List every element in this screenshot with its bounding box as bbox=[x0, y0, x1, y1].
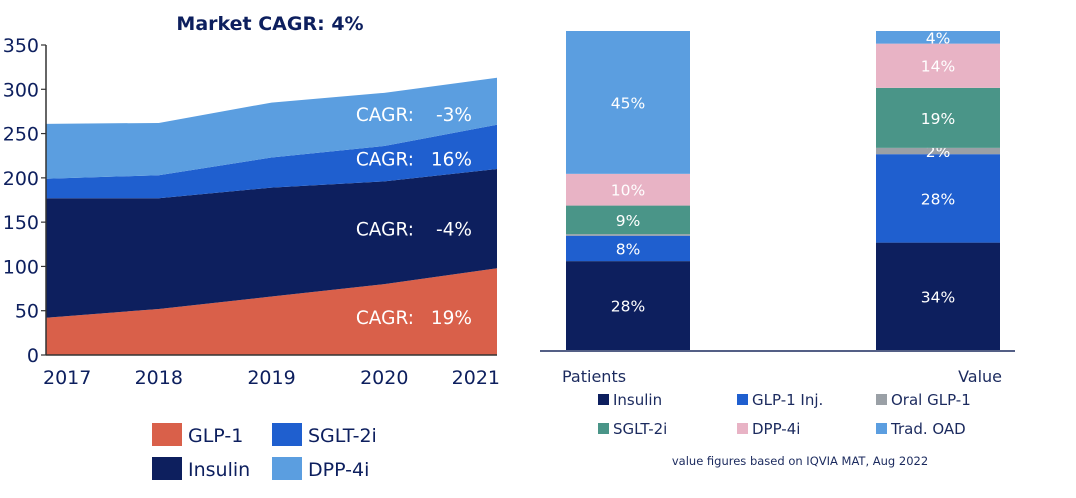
legend-swatch-trad-oad bbox=[876, 423, 887, 434]
bar-value-label: 8% bbox=[616, 240, 641, 258]
bar-value-insulin bbox=[876, 242, 1000, 350]
legend-label-sglt-2i: SGLT-2i bbox=[613, 420, 667, 438]
cagr-label-glp-1: CAGR: bbox=[356, 308, 414, 329]
cagr-value-glp-1: 19% bbox=[431, 308, 472, 329]
legend-swatch-insulin bbox=[152, 457, 182, 480]
y-tick-label: 100 bbox=[3, 256, 39, 278]
bar-value-sglt-2i bbox=[876, 87, 1000, 148]
bar-value-label: 28% bbox=[611, 298, 645, 316]
area-chart-title: Market CAGR: 4% bbox=[176, 13, 363, 35]
cagr-label-sglt-2i: CAGR: bbox=[356, 150, 414, 171]
cagr-label-dpp-4i: CAGR: bbox=[356, 105, 414, 126]
bar-patients-glp-1-inj bbox=[566, 235, 690, 262]
bar-value-dpp-4i bbox=[876, 43, 1000, 88]
y-tick-label: 250 bbox=[3, 124, 39, 146]
stacked-bar-chart: 28%8%9%10%45%34%28%2%19%14%4% Patients Va… bbox=[540, 29, 1015, 468]
legend-swatch-insulin bbox=[598, 394, 609, 405]
bar-value-trad-oad bbox=[876, 31, 1000, 44]
bar-patients-trad-oad bbox=[566, 31, 690, 174]
x-tick-label: 2021 bbox=[452, 367, 500, 389]
bar-value-label: 4% bbox=[926, 29, 951, 47]
legend-swatch-dpp-4i bbox=[272, 457, 302, 480]
legend-swatch-dpp-4i bbox=[737, 423, 748, 434]
y-tick-label: 350 bbox=[3, 35, 39, 57]
legend-swatch-glp-1 bbox=[152, 423, 182, 446]
legend-label-dpp-4i: DPP-4i bbox=[752, 420, 800, 438]
y-tick-label: 300 bbox=[3, 79, 39, 101]
cagr-label-insulin: CAGR: bbox=[356, 220, 414, 241]
cagr-value-sglt-2i: 16% bbox=[431, 150, 472, 171]
cagr-value-dpp-4i: -3% bbox=[436, 105, 472, 126]
legend-swatch-sglt-2i bbox=[598, 423, 609, 434]
legend-swatch-glp-1-inj bbox=[737, 394, 748, 405]
bar-value-label: 45% bbox=[611, 94, 645, 112]
y-tick-label: 50 bbox=[15, 301, 39, 323]
category-label-value: Value bbox=[958, 367, 1002, 386]
bar-value-glp-1-inj bbox=[876, 154, 1000, 243]
legend-label-insulin: Insulin bbox=[188, 459, 250, 481]
area-dpp-4i bbox=[46, 77, 497, 179]
bar-patients-oral-glp-1 bbox=[566, 234, 690, 236]
x-tick-label: 2019 bbox=[247, 367, 295, 389]
x-tick-label: 2020 bbox=[360, 367, 408, 389]
legend-label-trad-oad: Trad. OAD bbox=[890, 420, 966, 438]
legend-swatch-sglt-2i bbox=[272, 423, 302, 446]
bar-value-label: 19% bbox=[921, 110, 955, 128]
area-insulin bbox=[46, 169, 497, 318]
bar-patients-dpp-4i bbox=[566, 173, 690, 206]
category-label-patients: Patients bbox=[562, 367, 626, 386]
area-glp-1 bbox=[46, 268, 497, 355]
bar-value-label: 14% bbox=[921, 58, 955, 76]
x-tick-label: 2018 bbox=[135, 367, 183, 389]
bar-value-label: 10% bbox=[611, 182, 645, 200]
legend-swatch-oral-glp-1 bbox=[876, 394, 887, 405]
bar-value-label: 28% bbox=[921, 190, 955, 208]
bar-patients-sglt-2i bbox=[566, 205, 690, 235]
legend-label-glp-1: GLP-1 bbox=[188, 425, 243, 447]
legend-label-glp-1-inj: GLP-1 Inj. bbox=[752, 391, 823, 409]
footnote: value figures based on IQVIA MAT, Aug 20… bbox=[672, 454, 928, 468]
y-tick-label: 0 bbox=[27, 345, 39, 367]
legend-label-insulin: Insulin bbox=[613, 391, 662, 409]
bar-value-label: 34% bbox=[921, 288, 955, 306]
legend-label-dpp-4i: DPP-4i bbox=[308, 459, 369, 481]
bar-value-label: 9% bbox=[616, 212, 641, 230]
bar-patients-insulin bbox=[566, 261, 690, 350]
legend-label-sglt-2i: SGLT-2i bbox=[308, 425, 377, 447]
area-chart: Market CAGR: 4% 0 50 100 150 200 250 300 350 201… bbox=[3, 13, 500, 481]
bar-value-oral-glp-1 bbox=[876, 147, 1000, 155]
legend-label-oral-glp-1: Oral GLP-1 bbox=[891, 391, 971, 409]
x-tick-label: 2017 bbox=[43, 367, 91, 389]
area-sglt-2i bbox=[46, 124, 497, 199]
cagr-value-insulin: -4% bbox=[436, 220, 472, 241]
y-tick-label: 150 bbox=[3, 212, 39, 234]
y-tick-label: 200 bbox=[3, 168, 39, 190]
